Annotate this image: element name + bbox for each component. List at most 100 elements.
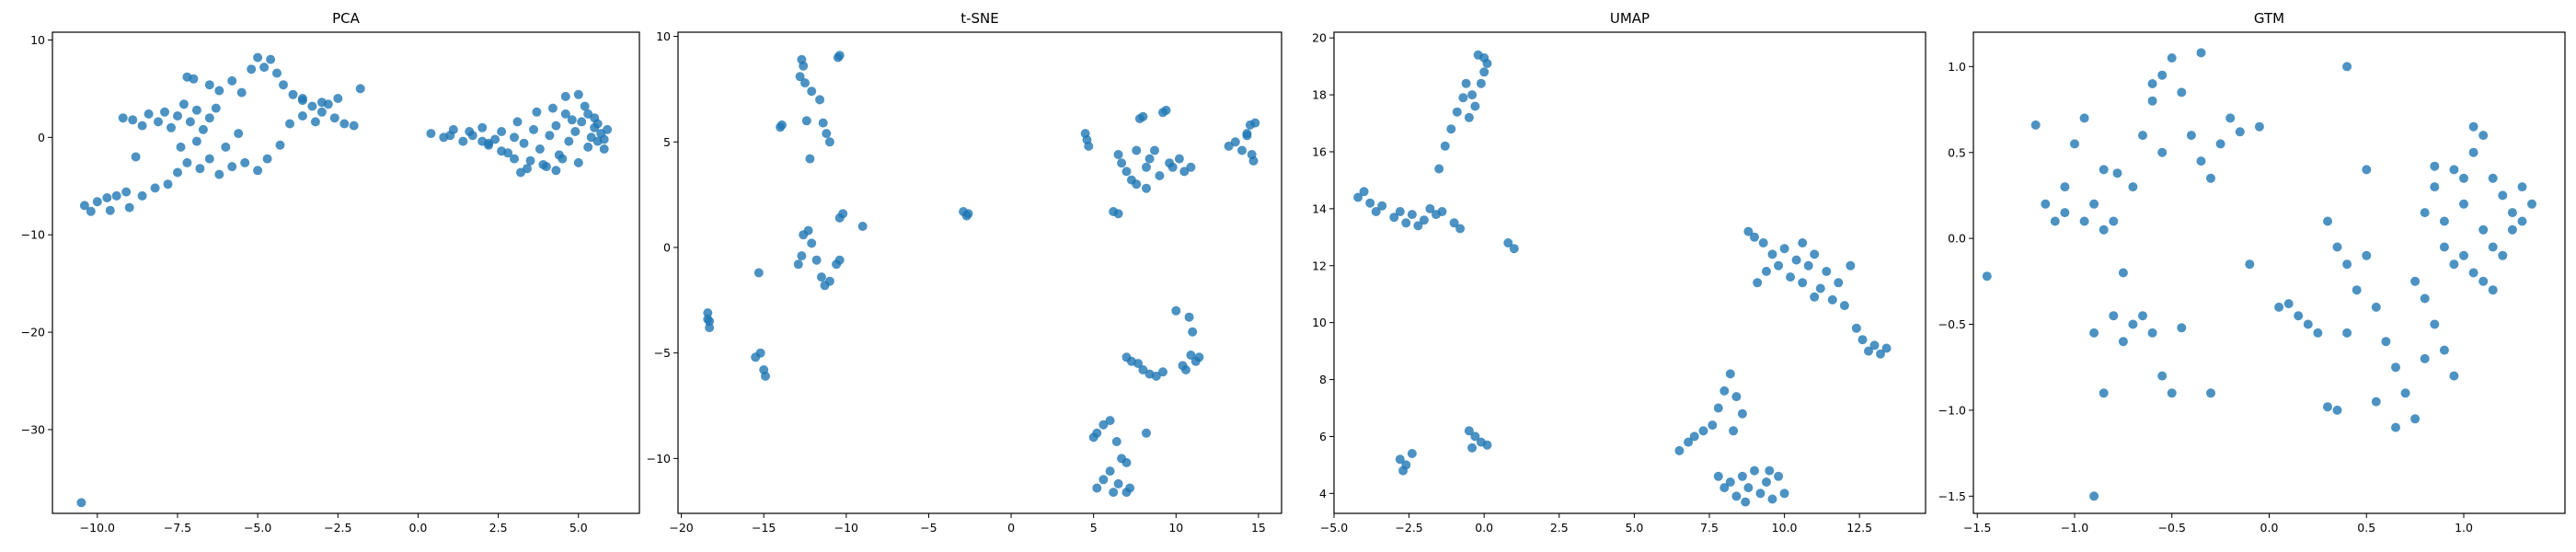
data-point [185,117,195,127]
data-point [2498,190,2508,201]
scatter-points [703,51,1260,498]
data-point [1458,93,1468,103]
data-point [1125,483,1135,493]
data-point [191,136,201,146]
data-point [1098,475,1109,485]
data-point [2118,268,2128,278]
data-point [811,255,822,265]
scatter-points [1353,50,1892,507]
data-point [1753,278,1763,288]
data-point [551,121,561,131]
data-point [1467,90,1478,100]
x-tick-label: 0.0 [1475,521,1493,535]
y-tick-label: −1.0 [1938,403,1966,417]
data-point [2517,216,2527,226]
data-point [1503,238,1513,247]
data-point [1434,164,1444,174]
axes-frame [677,31,1282,514]
y-tick-label: 5 [663,135,671,149]
y-tick-label: 14 [1312,201,1327,215]
data-point [173,167,182,178]
data-point [1151,371,1161,381]
data-point [1762,267,1771,276]
data-point [191,105,201,115]
data-point [1479,52,1489,63]
data-point [538,160,548,169]
data-point [2138,311,2147,321]
data-point [137,121,147,131]
data-point [2449,371,2459,381]
panel-umap: −5.0 −2.5 0.0 2.5 5.0 7.5 10.0 12.5 4 6 8 10 12 14 16 1… [1312,10,1926,535]
data-point [2478,276,2489,286]
data-point [1827,294,1837,305]
data-point [2118,337,2128,347]
data-point [2167,388,2177,398]
data-point [567,115,577,125]
data-point [2041,199,2051,209]
data-point [2449,165,2459,175]
data-point [2303,319,2313,329]
data-point [1758,238,1768,247]
data-point [1846,260,1856,270]
data-point [1452,107,1462,117]
data-point [2507,224,2517,235]
axes-frame [1333,31,1926,514]
data-point [173,111,182,121]
data-point [86,206,96,216]
data-point [297,94,307,103]
data-point [2362,250,2372,260]
data-point [316,107,327,117]
data-point [761,371,770,381]
data-point [1464,112,1474,122]
panel-gtm: −1.5 −1.0 −0.5 0.0 0.5 1.0 1.0 0.5 0.0 −0.5 −1.0 −1… [1938,10,2566,535]
data-point [2109,216,2119,226]
x-tick-label: −5.0 [1320,521,1348,535]
data-point [1743,483,1754,493]
data-point [816,272,826,282]
data-point [1476,78,1486,88]
data-point [1150,145,1159,155]
data-point [253,166,263,176]
data-point [1113,478,1123,489]
data-point [1725,477,1735,487]
data-point [1142,162,1151,172]
data-point [1698,426,1708,436]
data-point [279,80,288,90]
data-point [2507,208,2517,218]
data-point [824,137,834,147]
data-point [529,124,538,134]
data-point [262,154,272,164]
data-point [144,109,154,119]
data-point [2527,199,2536,209]
data-point [1449,218,1459,228]
data-point [2332,405,2342,415]
data-point [2478,224,2489,235]
data-point [1224,141,1234,151]
data-point [1155,171,1165,180]
data-point [2147,328,2157,338]
data-point [2371,302,2381,312]
x-tick-label: 2.5 [489,521,508,535]
panel-tsne: −20 −15 −10 −5 0 5 10 15 10 5 0 −5 −10 t-SNE [647,10,1282,535]
data-point [805,154,815,164]
data-point [1798,238,1808,247]
y-tick-label: 10 [30,33,45,47]
data-point [1767,494,1777,504]
data-point [1779,244,1789,254]
data-point [1839,301,1849,311]
data-point [1401,218,1411,228]
data-point [1109,488,1119,498]
data-point [2342,328,2352,338]
data-point [797,251,807,261]
data-point [272,68,282,78]
data-point [1121,457,1132,467]
data-point [535,144,545,154]
data-point [1142,428,1151,438]
data-point [2420,293,2430,304]
data-point [2362,165,2372,175]
data-point [2468,121,2478,132]
data-point [1407,449,1417,458]
x-tick-label: 1.0 [2455,521,2473,535]
data-point [1719,483,1730,493]
data-point [776,120,787,130]
